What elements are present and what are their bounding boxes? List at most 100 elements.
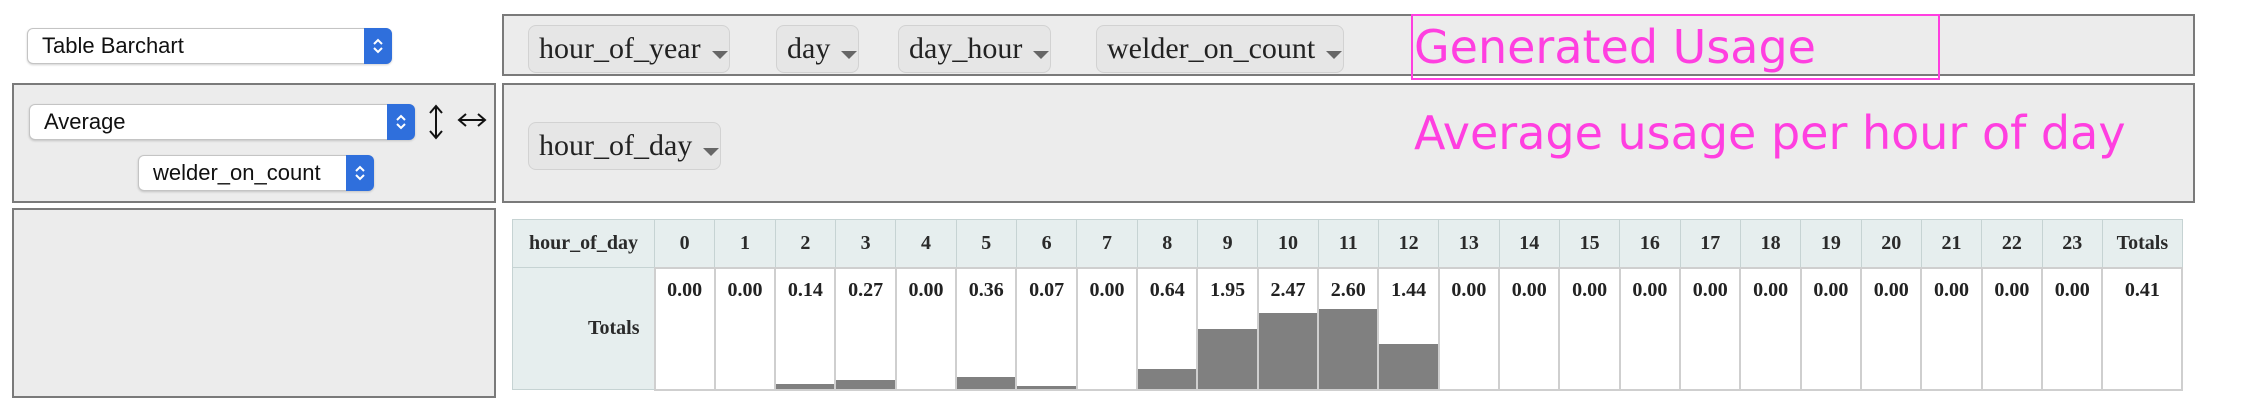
attr-pill-hour-of-year[interactable]: hour_of_year xyxy=(528,25,730,73)
col-header: 4 xyxy=(895,219,957,268)
value-cell: 0.00 xyxy=(894,266,958,391)
dropdown-triangle-icon xyxy=(840,28,858,74)
attr-pill-label: welder_on_count xyxy=(1107,32,1316,65)
value-cell: 1.95 xyxy=(1196,266,1259,391)
cell-value: 0.00 xyxy=(1572,278,1608,301)
row-attributes-panel xyxy=(12,208,496,398)
aggregator-panel: Average welder_on_count xyxy=(12,83,496,203)
value-cell: 0.14 xyxy=(774,266,837,391)
attr-pill-day[interactable]: day xyxy=(776,25,860,74)
annotation-box xyxy=(1411,14,1940,80)
value-cell: 0.00 xyxy=(1075,266,1139,391)
sort-cols-icon[interactable] xyxy=(456,111,488,134)
col-header: 6 xyxy=(1015,219,1078,268)
attr-pill-label: day xyxy=(787,32,831,65)
value-cell: 0.00 xyxy=(1860,266,1923,391)
col-header: 19 xyxy=(1800,219,1862,268)
renderer-select[interactable]: Table Barchart xyxy=(27,28,392,64)
attr-pill-label: hour_of_day xyxy=(539,129,693,162)
cell-value: 0.00 xyxy=(1753,278,1789,301)
cell-value: 0.00 xyxy=(1632,278,1668,301)
value-cell: 0.00 xyxy=(653,266,716,391)
cell-value: 0.07 xyxy=(1029,278,1065,301)
renderer-select-value: Table Barchart xyxy=(42,33,184,58)
col-header: 13 xyxy=(1438,219,1500,268)
dropdown-triangle-icon xyxy=(711,28,729,74)
col-header: 5 xyxy=(955,219,1017,268)
cell-value: 0.00 xyxy=(1873,278,1909,301)
cell-value: 2.60 xyxy=(1330,278,1366,301)
select-arrows-icon xyxy=(364,28,392,64)
select-arrows-icon xyxy=(346,155,374,191)
col-header: 17 xyxy=(1679,219,1741,268)
cell-value: 0.00 xyxy=(667,278,703,301)
col-header: 0 xyxy=(653,219,716,268)
annotation-title: Generated Usage xyxy=(1414,20,1816,74)
cell-value: 0.00 xyxy=(1089,278,1125,301)
attribute-select[interactable]: welder_on_count xyxy=(138,155,374,191)
cell-value: 0.00 xyxy=(2054,278,2090,301)
value-bar xyxy=(1198,328,1257,389)
value-cell: 0.00 xyxy=(1799,266,1863,391)
cell-value: 1.44 xyxy=(1391,278,1427,301)
col-header: 9 xyxy=(1196,219,1259,268)
attr-pill-day-hour[interactable]: day_hour xyxy=(898,25,1052,74)
cell-value: 0.00 xyxy=(1692,278,1728,301)
cell-value: 0.00 xyxy=(1511,278,1547,301)
value-cell: 0.27 xyxy=(834,266,897,391)
attr-pill-welder-on-count[interactable]: welder_on_count xyxy=(1096,25,1345,73)
col-header: 21 xyxy=(1920,219,1983,268)
col-header: 22 xyxy=(1981,219,2043,268)
aggregator-select[interactable]: Average xyxy=(29,104,415,140)
value-cell: 2.60 xyxy=(1317,266,1380,391)
value-cell: 0.00 xyxy=(1679,266,1742,391)
value-bar xyxy=(1258,312,1318,389)
col-header-totals: Totals xyxy=(2101,219,2183,268)
value-bar xyxy=(836,380,895,389)
cell-value: 0.00 xyxy=(727,278,763,301)
dropdown-triangle-icon xyxy=(702,125,720,171)
value-cell: 2.47 xyxy=(1256,266,1320,391)
cell-value: 2.47 xyxy=(1270,278,1306,301)
sort-rows-icon[interactable] xyxy=(428,103,444,146)
cell-value: 0.00 xyxy=(1994,278,2030,301)
pivot-table: hour_of_day 0 1 2 3 4 5 6 7 8 9 10 11 12 13 14 15 16 17 18… xyxy=(512,219,2184,391)
cell-value: 0.00 xyxy=(1451,278,1487,301)
cell-value: 0.64 xyxy=(1149,278,1185,301)
attr-pill-hour-of-day[interactable]: hour_of_day xyxy=(528,122,722,171)
value-bar xyxy=(1319,308,1378,389)
value-cell: 0.00 xyxy=(1437,266,1501,391)
dropdown-triangle-icon xyxy=(1032,28,1050,74)
cell-value: 0.36 xyxy=(968,278,1004,301)
col-attributes-panel: hour_of_day xyxy=(502,83,2195,203)
col-header: 15 xyxy=(1558,219,1621,268)
col-header: 14 xyxy=(1498,219,1560,268)
value-cell: 0.36 xyxy=(955,266,1018,391)
unused-attributes-panel: hour_of_year day day_hour welder_on_coun… xyxy=(502,14,2195,76)
col-header: 23 xyxy=(2041,219,2103,268)
value-cell: 0.00 xyxy=(1739,266,1802,391)
select-arrows-icon xyxy=(387,104,415,140)
cell-value: 0.14 xyxy=(787,278,823,301)
grand-total-value: 0.41 xyxy=(2124,278,2160,301)
value-cell: 1.44 xyxy=(1377,266,1440,391)
value-cell: 0.00 xyxy=(1558,266,1621,391)
annotation-subtitle: Average usage per hour of day xyxy=(1414,106,2126,160)
attribute-select-value: welder_on_count xyxy=(153,160,321,185)
col-header: 7 xyxy=(1076,219,1138,268)
row-header-totals: Totals xyxy=(512,267,655,390)
cell-value: 0.27 xyxy=(848,278,884,301)
value-bar xyxy=(957,377,1016,389)
value-cell: 0.07 xyxy=(1015,266,1078,391)
value-bar xyxy=(1138,368,1197,389)
cell-value: 0.00 xyxy=(1813,278,1849,301)
col-header: 1 xyxy=(714,219,776,268)
value-cell: 0.00 xyxy=(1498,266,1561,391)
value-cell: 0.00 xyxy=(1980,266,2044,391)
value-bar xyxy=(1017,386,1076,389)
grand-total-cell: 0.41 xyxy=(2101,266,2184,391)
col-header: 11 xyxy=(1317,219,1379,268)
cell-value: 0.00 xyxy=(1934,278,1970,301)
cell-value: 1.95 xyxy=(1210,278,1246,301)
value-cell: 0.64 xyxy=(1136,266,1199,391)
